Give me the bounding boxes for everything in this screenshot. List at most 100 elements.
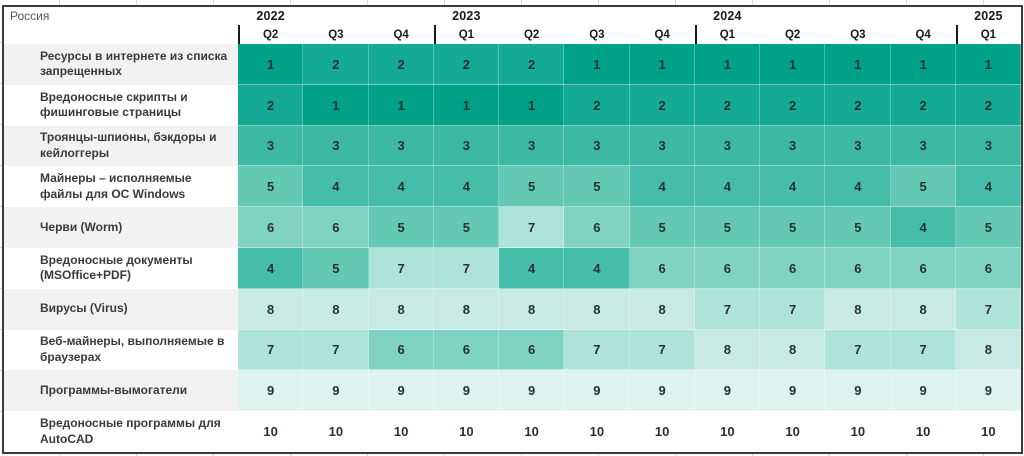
- rank-cell: 5: [499, 166, 565, 208]
- rank-cell: 6: [694, 247, 760, 289]
- rank-cell: 6: [238, 207, 304, 248]
- rank-cell: 9: [760, 370, 826, 412]
- rank-cell: 2: [694, 84, 760, 126]
- rank-cell: 6: [825, 247, 891, 289]
- rank-cell: 4: [499, 247, 565, 289]
- year-label: 2025: [974, 9, 1003, 23]
- row-label: Вредоносные скрипты и фишинговые страниц…: [4, 84, 238, 126]
- rank-cell: 9: [303, 370, 369, 412]
- year-label: 2024: [713, 9, 742, 23]
- rank-cell: 1: [564, 44, 630, 85]
- rank-cell: 2: [760, 84, 826, 126]
- spreadsheet-gridline-ticks-left: [0, 42, 2, 452]
- rank-cell: 8: [564, 288, 630, 330]
- quarter-header: Q3: [328, 28, 344, 41]
- rank-cell: 3: [368, 125, 434, 167]
- threat-ranking-heatmap-table: Россия 2022 2023 2024 2025 Q2 Q3 Q4 Q1 Q2 Q3 Q4 Q1 Q2…: [2, 5, 1023, 454]
- rank-cell: 1: [368, 84, 434, 126]
- rank-cell: 10: [694, 411, 760, 452]
- rank-cell: 7: [564, 329, 630, 371]
- row-label: Веб-майнеры, выполняемые в браузерах: [4, 329, 238, 371]
- rank-cell: 2: [955, 84, 1021, 126]
- rank-cell: 10: [433, 411, 499, 452]
- rank-cell: 7: [368, 247, 434, 289]
- row-label: Вредоносные документы (MSOffice+PDF): [4, 247, 238, 289]
- rank-cell: 7: [499, 207, 565, 248]
- rank-cell: 6: [368, 329, 434, 371]
- quarter-header: Q4: [393, 28, 409, 41]
- rank-cell: 10: [368, 411, 434, 452]
- rank-cell: 8: [890, 288, 956, 330]
- rank-cell: 3: [303, 125, 369, 167]
- rank-cell: 8: [694, 329, 760, 371]
- rank-cell: 1: [760, 44, 826, 85]
- rank-cell: 4: [890, 207, 956, 248]
- rank-cell: 4: [238, 247, 304, 289]
- rank-cell: 8: [629, 288, 695, 330]
- rank-cell: 3: [694, 125, 760, 167]
- rank-cell: 9: [368, 370, 434, 412]
- rank-cell: 2: [825, 84, 891, 126]
- rank-cell: 8: [433, 288, 499, 330]
- rank-cell: 7: [629, 329, 695, 371]
- rank-cell: 3: [499, 125, 565, 167]
- rank-cell: 9: [499, 370, 565, 412]
- row-label: Троянцы-шпионы, бэкдоры и кейлоггеры: [4, 125, 238, 167]
- rank-cell: 3: [825, 125, 891, 167]
- rank-cell: 2: [303, 44, 369, 85]
- rank-cell: 8: [368, 288, 434, 330]
- rank-cell: 9: [238, 370, 304, 412]
- quarter-header: Q2: [238, 25, 303, 44]
- rank-cell: 1: [825, 44, 891, 85]
- rank-cell: 10: [564, 411, 630, 452]
- rank-cell: 7: [694, 288, 760, 330]
- rank-cell: 3: [629, 125, 695, 167]
- rank-cell: 7: [433, 247, 499, 289]
- rank-cell: 7: [760, 288, 826, 330]
- rank-cell: 1: [238, 44, 304, 85]
- rank-cell: 5: [629, 207, 695, 248]
- rank-cell: 9: [825, 370, 891, 412]
- rank-cell: 5: [890, 166, 956, 208]
- spreadsheet-gridline-ticks-bottom: [0, 453, 1024, 456]
- rank-cell: 3: [955, 125, 1021, 167]
- rank-cell: 6: [499, 329, 565, 371]
- rank-cell: 3: [564, 125, 630, 167]
- year-header-spacer: [303, 7, 368, 25]
- rank-cell: 5: [368, 207, 434, 248]
- rank-cell: 1: [890, 44, 956, 85]
- rank-cell: 4: [629, 166, 695, 208]
- rank-cell: 7: [303, 329, 369, 371]
- rank-cell: 9: [564, 370, 630, 412]
- rank-cell: 9: [694, 370, 760, 412]
- rank-cell: 5: [564, 166, 630, 208]
- rank-cell: 1: [433, 84, 499, 126]
- spreadsheet-gridline-ticks-top: [0, 0, 1024, 5]
- quarter-header: Q1: [956, 25, 1021, 44]
- rank-cell: 10: [629, 411, 695, 452]
- rank-cell: 8: [760, 329, 826, 371]
- rank-cell: 2: [499, 44, 565, 85]
- rank-cell: 6: [433, 329, 499, 371]
- rank-cell: 9: [890, 370, 956, 412]
- rank-cell: 9: [433, 370, 499, 412]
- rank-cell: 6: [564, 207, 630, 248]
- quarter-header: Q1: [434, 25, 499, 44]
- quarter-row-spacer: [4, 25, 238, 44]
- rank-cell: 5: [760, 207, 826, 248]
- rank-cell: 2: [238, 84, 304, 126]
- rank-cell: 1: [629, 44, 695, 85]
- rank-cell: 2: [368, 44, 434, 85]
- region-label: Россия: [10, 9, 50, 23]
- rank-cell: 8: [825, 288, 891, 330]
- rank-cell: 8: [955, 329, 1021, 371]
- rank-cell: 5: [825, 207, 891, 248]
- rank-cell: 1: [499, 84, 565, 126]
- rank-cell: 5: [433, 207, 499, 248]
- year-label: 2022: [256, 9, 285, 23]
- year-header-spacer: [630, 7, 695, 25]
- rank-cell: 3: [760, 125, 826, 167]
- rank-cell: 8: [303, 288, 369, 330]
- year-header-spacer: [760, 7, 825, 25]
